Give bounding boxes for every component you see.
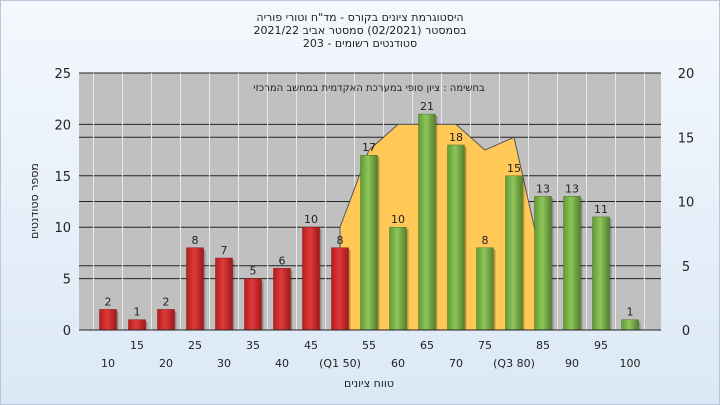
bar-35 — [244, 278, 262, 331]
x-tick-label: 45 — [304, 339, 318, 352]
bar-20 — [157, 309, 175, 331]
bar-value-label: 1 — [134, 306, 141, 319]
bar-value-label: 17 — [362, 141, 376, 154]
chart-annotation: בחשימה : ציון סופי במערכת האקדמית במחשב … — [253, 83, 485, 94]
y-tick-label: 25 — [54, 67, 71, 82]
x-tick-label: 100 — [620, 357, 641, 370]
x-tick-label: 20 — [159, 357, 173, 370]
x-tick-label: 15 — [130, 339, 144, 352]
bar-value-label: 13 — [536, 182, 550, 195]
bar-25 — [186, 247, 204, 331]
y-tick-label: 10 — [54, 221, 71, 236]
bar-value-label: 2 — [163, 295, 170, 308]
bar-value-label: 2 — [105, 295, 112, 308]
bar-value-label: 7 — [221, 244, 228, 257]
x-tick-label: 60 — [391, 357, 405, 370]
bar-95 — [592, 216, 610, 331]
x-tick-label: 75 — [478, 339, 492, 352]
chart-subtitle-semester: בסמסטר (02/2021) סמסטר אביב 2021/22 — [253, 24, 467, 37]
bar-65 — [418, 113, 436, 331]
y2-tick-label: 5 — [682, 260, 690, 275]
bar-60 — [389, 226, 407, 331]
bar-value-label: 13 — [565, 182, 579, 195]
x-tick-label: (Q1 50) — [319, 357, 361, 370]
x-axis-ticks: 10 15 20 25 30 35 40 45(Q1 50)55 60 65 70 75(Q3 80)… — [101, 339, 641, 370]
bar-value-label: 5 — [250, 265, 257, 278]
bar-value-label: 8 — [482, 234, 489, 247]
bar-70 — [447, 144, 465, 331]
x-tick-label: 25 — [188, 339, 202, 352]
bar-value-label: 11 — [594, 203, 608, 216]
chart-subtitle-registered: סטודנטים רשומים - 203 — [302, 37, 418, 50]
bar-100 — [621, 319, 639, 331]
x-tick-label: 70 — [449, 357, 463, 370]
y-tick-label: 0 — [63, 324, 71, 339]
bar-value-label: 8 — [192, 234, 199, 247]
bar-90 — [563, 196, 581, 331]
bar-value-label: 15 — [507, 162, 521, 175]
bar-value-label: 21 — [420, 100, 434, 113]
y-axis-ticks: 0 5 10 15 20 25 — [54, 67, 71, 339]
x-tick-label: 40 — [275, 357, 289, 370]
x-tick-label: (Q3 80) — [493, 357, 535, 370]
x-tick-label: 55 — [362, 339, 376, 352]
y-tick-label: 20 — [54, 118, 71, 133]
bar-55 — [360, 154, 378, 331]
bar-Q150 — [331, 247, 349, 331]
x-tick-label: 85 — [536, 339, 550, 352]
y-axis-label: מספר סטודנטים — [28, 163, 41, 239]
y2-tick-label: 10 — [678, 196, 695, 211]
bar-value-label: 18 — [449, 131, 463, 144]
bar-value-label: 6 — [279, 254, 286, 267]
x-tick-label: 95 — [594, 339, 608, 352]
bar-30 — [215, 257, 233, 331]
y-tick-label: 15 — [54, 170, 71, 185]
bar-40 — [273, 268, 291, 331]
y2-axis-ticks: 0 5 10 15 20 — [678, 67, 695, 339]
x-tick-label: 10 — [101, 357, 115, 370]
bars-group — [99, 113, 641, 331]
bar-85 — [534, 196, 552, 331]
bar-10 — [99, 309, 117, 331]
y2-tick-label: 15 — [678, 131, 695, 146]
x-tick-label: 30 — [217, 357, 231, 370]
x-axis-label: טווח ציונים — [344, 377, 394, 390]
bar-value-label: 8 — [337, 234, 344, 247]
bar-15 — [128, 319, 146, 331]
x-tick-label: 90 — [565, 357, 579, 370]
bar-Q380 — [505, 175, 523, 331]
x-tick-label: 35 — [246, 339, 260, 352]
chart-title: היסטוגרמת ציונים בקורס - מד"ח וטורי פורי… — [256, 11, 464, 24]
y2-tick-label: 20 — [678, 67, 695, 82]
bar-value-label: 10 — [304, 213, 318, 226]
bar-75 — [476, 247, 494, 331]
x-tick-label: 65 — [420, 339, 434, 352]
bar-value-label: 1 — [627, 306, 634, 319]
bar-45 — [302, 226, 320, 331]
y2-tick-label: 0 — [682, 324, 690, 339]
y-tick-label: 5 — [63, 273, 71, 288]
bar-value-label: 10 — [391, 213, 405, 226]
